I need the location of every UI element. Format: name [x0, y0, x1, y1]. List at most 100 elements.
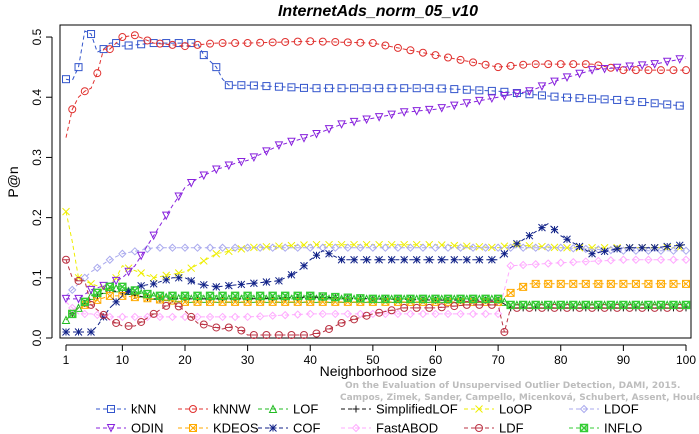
series-line-loop — [65, 211, 686, 291]
data-point-fastabod — [306, 309, 315, 319]
data-point-cof — [275, 276, 283, 285]
data-point-knn — [625, 96, 634, 105]
x-tick-label: 50 — [366, 353, 380, 367]
series-ldof — [65, 243, 691, 297]
data-point-odin — [136, 251, 146, 261]
data-point-knn — [450, 85, 459, 94]
data-point-odin — [149, 231, 158, 241]
data-point-inflo — [193, 291, 202, 301]
data-point-ldof — [443, 243, 453, 252]
data-point-ldof — [205, 243, 215, 252]
data-point-odin — [299, 134, 309, 143]
plot-area — [59, 24, 692, 339]
data-point-cof — [237, 280, 246, 289]
data-point-ldf — [224, 323, 233, 332]
data-point-knn — [249, 81, 258, 90]
data-point-loop — [337, 240, 346, 249]
x-tick-label: 1 — [63, 353, 70, 367]
data-point-ldf — [412, 303, 421, 312]
data-point-knn — [500, 87, 509, 96]
data-point-inflo — [606, 300, 616, 310]
data-point-kdeos — [669, 279, 678, 288]
data-point-fastabod — [681, 255, 691, 264]
data-point-ldof — [594, 245, 603, 254]
data-point-knnw — [193, 40, 202, 49]
data-point-ldof — [644, 246, 653, 255]
data-point-cof — [199, 280, 208, 289]
data-point-inflo — [644, 300, 653, 310]
legend-item-cof: COF — [258, 421, 321, 434]
data-point-knnw — [644, 66, 653, 75]
data-point-ldf — [274, 330, 283, 339]
data-point-fastabod — [230, 312, 240, 322]
data-point-ldof — [631, 246, 641, 255]
data-point-knn — [387, 84, 396, 93]
x-tick-label: 10 — [116, 353, 130, 367]
data-point-ldof — [381, 243, 390, 252]
watermark-line-2: Campos, Zimek, Sander, Campello, Micenko… — [340, 393, 699, 403]
data-point-knnw — [406, 46, 415, 55]
data-point-fastabod — [205, 312, 215, 322]
data-point-inflo — [556, 300, 565, 310]
data-point-odin — [324, 125, 334, 134]
data-point-knn — [325, 84, 334, 93]
data-point-fastabod — [130, 312, 140, 322]
data-point-loop — [224, 247, 233, 256]
data-point-odin — [562, 73, 572, 82]
series-odin — [61, 55, 687, 304]
data-point-odin — [111, 276, 121, 286]
data-point-inflo — [255, 291, 265, 301]
data-point-knn — [638, 98, 647, 107]
data-point-knn — [312, 84, 321, 93]
series-inflo — [65, 282, 691, 321]
data-point-ldof — [481, 243, 490, 252]
data-point-loop — [588, 243, 596, 252]
data-point-knnw — [68, 105, 77, 114]
data-point-knnw — [256, 38, 265, 47]
data-point-inflo — [493, 294, 503, 304]
series-knn — [62, 30, 687, 110]
data-point-loop — [400, 240, 409, 249]
legend-marker-loop — [475, 405, 483, 413]
data-point-ldof — [368, 243, 378, 252]
data-point-ldof — [218, 243, 227, 252]
data-point-kdeos — [556, 279, 565, 288]
data-point-odin — [650, 60, 659, 69]
y-tick-label: 0.5 — [30, 28, 44, 45]
data-point-ldf — [299, 330, 308, 339]
data-point-ldof — [418, 243, 428, 252]
data-point-cof — [112, 298, 120, 306]
data-point-inflo — [168, 291, 177, 301]
data-point-knn — [124, 41, 133, 50]
data-point-cof — [462, 255, 471, 264]
data-point-loop — [538, 242, 546, 251]
data-point-inflo — [368, 294, 378, 304]
data-point-odin — [161, 211, 171, 221]
legend-label-loop: LoOP — [499, 402, 532, 417]
data-point-loop — [350, 240, 358, 249]
data-point-cof — [124, 287, 133, 296]
data-point-ldf — [62, 255, 70, 264]
data-point-knn — [362, 84, 371, 93]
data-point-inflo — [343, 293, 353, 302]
data-point-knn — [199, 51, 208, 60]
data-point-ldof — [155, 243, 165, 252]
data-point-cof — [62, 328, 70, 336]
data-point-knn — [588, 94, 597, 103]
data-point-cof — [287, 270, 296, 279]
data-point-kdeos — [619, 279, 628, 288]
data-point-cof — [262, 278, 271, 286]
data-point-kdeos — [519, 282, 528, 291]
legend-label-knn: kNN — [131, 402, 156, 417]
data-point-knn — [224, 81, 233, 90]
x-axis-label: Neighborhood size — [320, 363, 437, 379]
data-point-odin — [186, 179, 196, 188]
data-point-odin — [237, 157, 246, 167]
data-point-knnw — [444, 53, 453, 62]
data-point-cof — [550, 225, 559, 234]
data-point-knnw — [218, 39, 227, 48]
data-point-fastabod — [468, 309, 478, 319]
x-tick-label: 90 — [617, 353, 631, 367]
data-point-ldof — [606, 245, 616, 255]
data-point-fastabod — [243, 312, 252, 322]
